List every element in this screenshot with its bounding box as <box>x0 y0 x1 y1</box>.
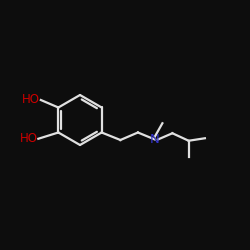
Text: HO: HO <box>20 132 38 145</box>
Text: N: N <box>150 133 160 146</box>
Text: HO: HO <box>22 94 40 106</box>
